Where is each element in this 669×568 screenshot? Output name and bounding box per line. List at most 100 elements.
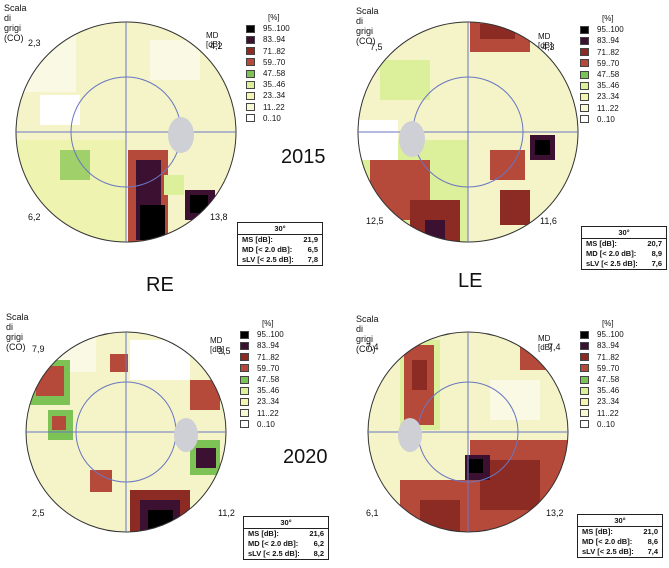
blind-spot <box>399 121 425 157</box>
legend-swatch <box>580 59 589 68</box>
legend-item: 83..94 <box>246 34 290 45</box>
legend-swatch <box>580 92 589 101</box>
legend-swatch <box>580 409 589 418</box>
legend-item: 95..100 <box>580 24 624 35</box>
legend-swatch <box>580 375 589 384</box>
stats-box: 30° MS [dB]: 21,9 MD [< 2.0 dB]: 6,5 sLV [… <box>237 222 323 266</box>
legend-item: 47..58 <box>580 69 624 80</box>
stats-row: sLV [< 2.5 dB]: 8,2 <box>248 549 324 558</box>
md-label: MD [dB] <box>206 31 221 49</box>
legend-swatch <box>240 386 249 395</box>
legend-item: 11..22 <box>240 408 284 419</box>
legend-item: 35..46 <box>240 385 284 396</box>
quadrant-bottom-right-value: 13,2 <box>546 508 564 518</box>
legend-swatch <box>240 353 249 362</box>
legend-item: 0..10 <box>580 419 624 430</box>
quadrant-bottom-right-value: 11,2 <box>218 508 235 518</box>
legend-swatch <box>580 353 589 362</box>
legend-swatch <box>580 36 589 45</box>
legend-item: 59..70 <box>580 58 624 69</box>
stats-row: MS [dB]: 20,7 <box>586 239 662 248</box>
legend-item: 71..82 <box>246 46 290 57</box>
quadrant-bottom-left-value: 6,2 <box>28 212 41 222</box>
stats-row: MD [< 2.0 dB]: 8,9 <box>586 249 662 258</box>
stats-row: sLV [< 2.5 dB]: 7,8 <box>242 255 318 264</box>
legend-item: 83..94 <box>580 340 624 351</box>
blind-spot <box>398 418 422 452</box>
legend-item: 35..46 <box>580 385 624 396</box>
stats-row: MS [dB]: 21,9 <box>242 235 318 244</box>
quadrant-top-left-value: 7,5 <box>370 42 383 52</box>
right-eye-label: RE <box>146 274 174 296</box>
legend: [%] 95..100 83..94 71..82 59..70 47..58 … <box>246 12 290 124</box>
legend-swatch <box>246 114 255 123</box>
legend-swatch <box>246 35 255 44</box>
legend-item: 71..82 <box>580 47 624 58</box>
legend-item: 47..58 <box>246 68 290 79</box>
scale-title: Scala di grigi (CO) <box>4 3 27 43</box>
legend-item: 83..94 <box>580 35 624 46</box>
legend: [%] 95..100 83..94 71..82 59..70 47..58 … <box>580 318 624 430</box>
legend-swatch <box>580 386 589 395</box>
quadrant-bottom-left-value: 2,5 <box>32 508 45 518</box>
quadrant-bottom-right-value: 11,6 <box>540 216 557 226</box>
legend-swatch <box>240 364 249 373</box>
quadrant-top-left-value: 7,9 <box>32 344 45 354</box>
legend-item: 95..100 <box>580 329 624 340</box>
stats-row: MD [< 2.0 dB]: 6,2 <box>248 539 324 548</box>
legend: [%] 95..100 83..94 71..82 59..70 47..58 … <box>240 318 284 430</box>
blind-spot <box>168 117 194 153</box>
quadrant-bottom-left-value: 12,5 <box>366 216 384 226</box>
stats-row: MS [dB]: 21,6 <box>248 529 324 538</box>
legend-item: 59..70 <box>240 363 284 374</box>
field-re-2020 <box>25 331 227 533</box>
stats-row: sLV [< 2.5 dB]: 7,4 <box>582 547 658 556</box>
legend-item: 35..46 <box>580 80 624 91</box>
legend-item: 95..100 <box>240 329 284 340</box>
legend-item: 71..82 <box>580 352 624 363</box>
stats-row: MS [dB]: 21,0 <box>582 527 658 536</box>
legend-swatch <box>580 330 589 339</box>
legend-swatch <box>246 91 255 100</box>
field-re-2015 <box>15 21 237 243</box>
legend-swatch <box>580 25 589 34</box>
stats-box: 30° MS [dB]: 21,6 MD [< 2.0 dB]: 6,2 sLV [… <box>243 516 329 560</box>
legend-swatch <box>240 375 249 384</box>
legend-item: 23..34 <box>580 91 624 102</box>
legend-swatch <box>580 420 589 429</box>
stats-header: 30° <box>582 227 666 239</box>
legend-swatch <box>580 104 589 113</box>
legend-item: 47..58 <box>240 374 284 385</box>
stats-box: 30° MS [dB]: 20,7 MD [< 2.0 dB]: 8,9 sLV [… <box>581 226 667 270</box>
legend-item: 11..22 <box>580 408 624 419</box>
legend-swatch <box>240 420 249 429</box>
legend-swatch <box>580 70 589 79</box>
scale-title: Scala di grigi (CO) <box>356 314 379 354</box>
year-2015-label: 2015 <box>281 146 326 168</box>
legend-unit: [%] <box>602 14 614 23</box>
legend-item: 71..82 <box>240 352 284 363</box>
stats-row: sLV [< 2.5 dB]: 7,6 <box>586 259 662 268</box>
legend-unit: [%] <box>602 319 614 328</box>
md-label: MD [dB] <box>538 334 553 352</box>
legend-item: 23..34 <box>240 396 284 407</box>
quadrant-top-right-value: 4,2 <box>210 41 223 51</box>
legend: [%] 95..100 83..94 71..82 59..70 47..58 … <box>580 13 624 125</box>
legend-swatch <box>240 409 249 418</box>
legend-swatch <box>246 24 255 33</box>
legend-swatch <box>580 364 589 373</box>
stats-row: MD [< 2.0 dB]: 8,6 <box>582 537 658 546</box>
legend-swatch <box>246 80 255 89</box>
legend-swatch <box>240 397 249 406</box>
legend-item: 0..10 <box>240 419 284 430</box>
stats-header: 30° <box>238 223 322 235</box>
scale-title: Scala di grigi (CO) <box>6 312 29 352</box>
quadrant-top-right-value: 4,3 <box>542 42 555 52</box>
legend-item: 11..22 <box>580 103 624 114</box>
legend-item: 47..58 <box>580 374 624 385</box>
legend-item: 95..100 <box>246 23 290 34</box>
legend-swatch <box>580 397 589 406</box>
legend-swatch <box>240 330 249 339</box>
md-label: MD [dB] <box>210 336 225 354</box>
legend-swatch <box>580 48 589 57</box>
